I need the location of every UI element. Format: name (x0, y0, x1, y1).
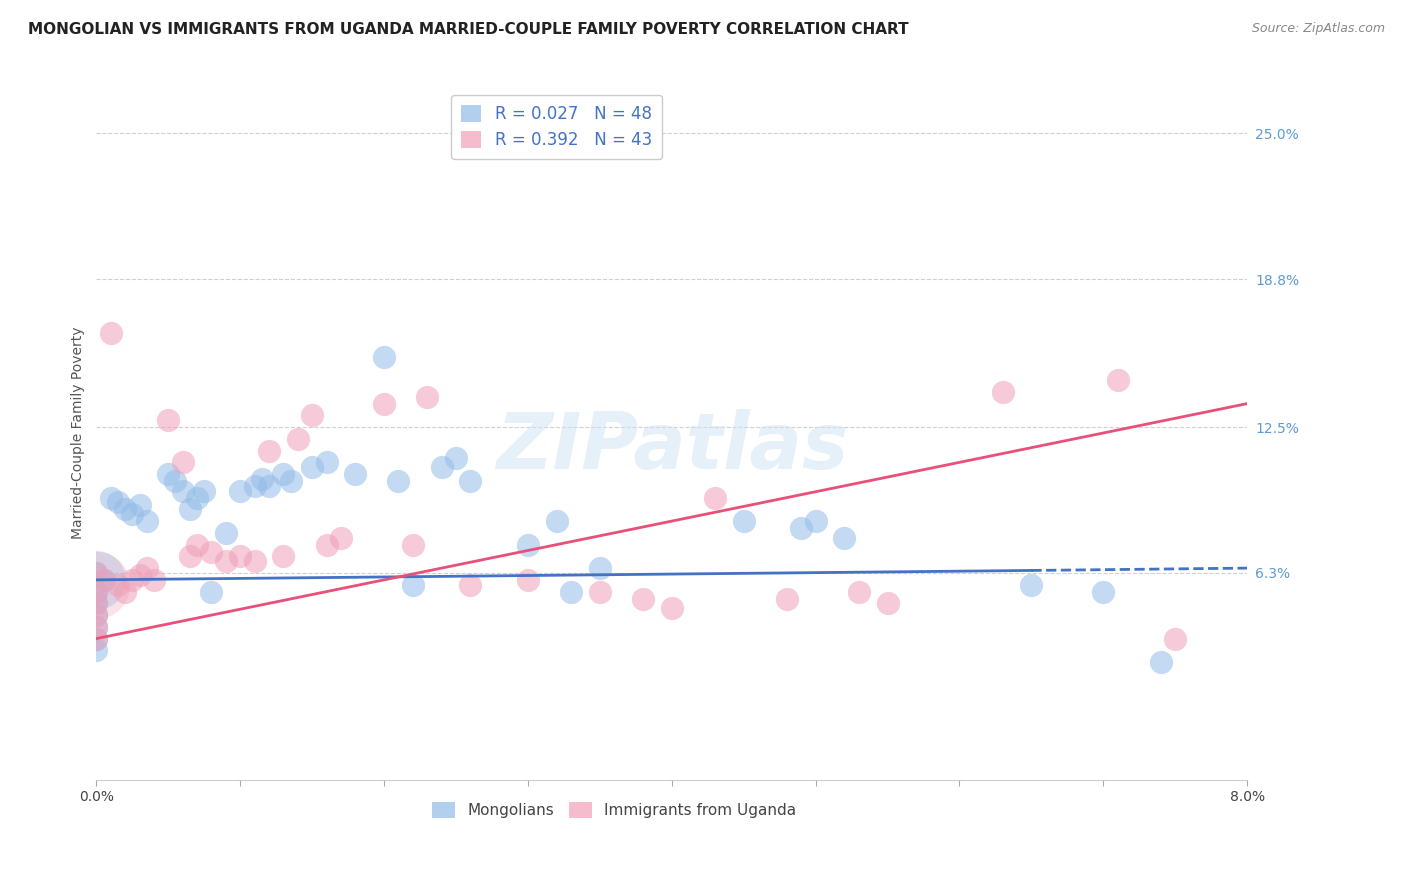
Text: MONGOLIAN VS IMMIGRANTS FROM UGANDA MARRIED-COUPLE FAMILY POVERTY CORRELATION CH: MONGOLIAN VS IMMIGRANTS FROM UGANDA MARR… (28, 22, 908, 37)
Point (114, 584, 136, 599)
Point (257, 479, 280, 493)
Point (215, 525, 238, 540)
Point (790, 521, 813, 535)
Point (273, 549, 295, 564)
Legend: Mongolians, Immigrants from Uganda: Mongolians, Immigrants from Uganda (426, 796, 803, 824)
Point (107, 577, 129, 591)
Point (416, 390, 439, 404)
Point (804, 514, 827, 528)
Point (179, 549, 201, 564)
Point (848, 584, 870, 599)
Point (1164, 632, 1187, 646)
Point (1021, 577, 1043, 591)
Point (86, 584, 108, 599)
Point (135, 514, 157, 528)
Point (301, 409, 323, 423)
Point (157, 413, 180, 427)
Point (876, 596, 898, 610)
Point (165, 474, 187, 488)
Point (86, 632, 108, 646)
Point (100, 326, 122, 340)
Point (631, 591, 654, 606)
Point (387, 474, 409, 488)
Y-axis label: Married-Couple Family Poverty: Married-Couple Family Poverty (72, 326, 86, 540)
Point (172, 455, 194, 469)
Point (86, 577, 108, 591)
Point (121, 573, 143, 587)
Point (315, 455, 337, 469)
Point (229, 483, 252, 498)
Point (179, 502, 201, 516)
Point (703, 491, 725, 505)
Point (86, 632, 108, 646)
Point (86, 596, 108, 610)
Point (280, 474, 302, 488)
Point (86, 643, 108, 657)
Point (373, 396, 395, 410)
Point (1150, 655, 1173, 669)
Point (243, 554, 266, 568)
Point (157, 467, 180, 482)
Point (86, 566, 108, 580)
Point (107, 495, 129, 509)
Point (86, 584, 108, 599)
Point (460, 577, 482, 591)
Point (93, 573, 115, 587)
Point (86, 566, 108, 580)
Point (86, 608, 108, 623)
Point (776, 591, 799, 606)
Point (560, 584, 582, 599)
Point (589, 561, 612, 575)
Point (121, 507, 143, 521)
Point (243, 479, 266, 493)
Point (430, 460, 453, 475)
Point (733, 514, 755, 528)
Point (589, 584, 612, 599)
Point (114, 502, 136, 516)
Point (315, 538, 337, 552)
Point (193, 483, 215, 498)
Point (460, 474, 482, 488)
Point (229, 549, 252, 564)
Point (516, 573, 538, 587)
Point (287, 432, 309, 446)
Point (186, 538, 208, 552)
Point (301, 460, 323, 475)
Point (86, 620, 108, 634)
Point (1092, 584, 1115, 599)
Point (172, 483, 194, 498)
Point (661, 601, 683, 615)
Point (128, 568, 150, 582)
Point (128, 498, 150, 512)
Point (200, 544, 222, 558)
Text: ZIPatlas: ZIPatlas (496, 409, 848, 485)
Point (402, 538, 425, 552)
Point (546, 514, 568, 528)
Point (86, 573, 108, 587)
Point (1107, 373, 1129, 387)
Point (100, 491, 122, 505)
Point (215, 554, 238, 568)
Point (86, 596, 108, 610)
Text: Source: ZipAtlas.com: Source: ZipAtlas.com (1251, 22, 1385, 36)
Point (373, 350, 395, 364)
Point (135, 561, 157, 575)
Point (444, 450, 467, 465)
Point (250, 472, 273, 486)
Point (86, 608, 108, 623)
Point (402, 577, 425, 591)
Point (86, 620, 108, 634)
Point (344, 467, 367, 482)
Point (200, 584, 222, 599)
Point (186, 491, 208, 505)
Point (142, 573, 165, 587)
Point (329, 531, 352, 545)
Point (834, 531, 856, 545)
Point (93, 573, 115, 587)
Point (991, 384, 1014, 399)
Point (273, 467, 295, 482)
Point (257, 443, 280, 458)
Point (516, 538, 538, 552)
